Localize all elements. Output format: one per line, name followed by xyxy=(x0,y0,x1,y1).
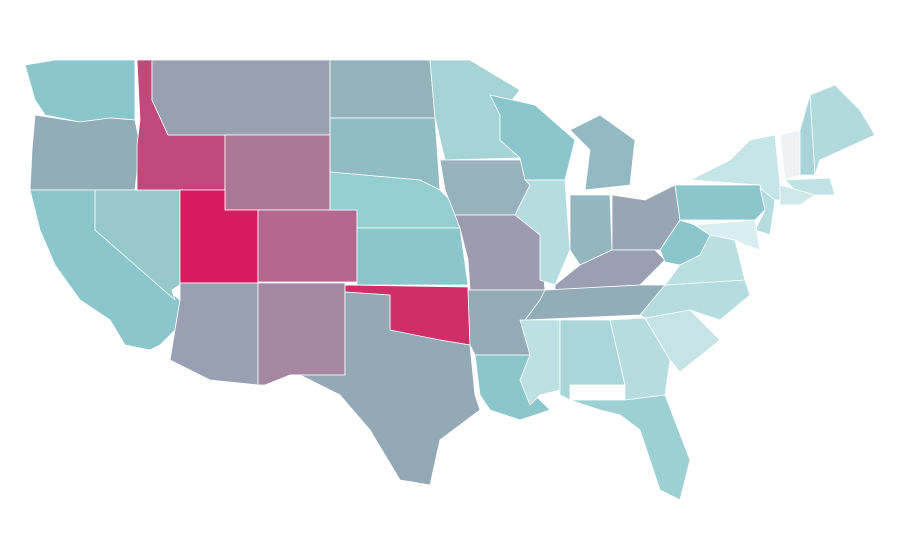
state-region xyxy=(694,219,761,251)
state-region xyxy=(329,59,436,119)
state-region xyxy=(779,184,816,206)
state-region xyxy=(569,114,636,191)
state-region xyxy=(169,282,259,386)
state-region xyxy=(659,219,711,266)
state-region xyxy=(569,394,691,501)
state-region xyxy=(554,249,666,291)
state-region xyxy=(257,209,358,283)
state-region xyxy=(257,282,346,386)
state-region xyxy=(809,84,876,176)
state-region xyxy=(514,179,571,286)
state-region xyxy=(754,187,776,236)
state-region xyxy=(151,59,331,136)
state-region xyxy=(24,59,136,123)
state-region xyxy=(289,291,481,486)
state-region xyxy=(356,227,469,286)
state-region xyxy=(674,184,766,221)
state-region xyxy=(224,134,331,211)
state-region xyxy=(439,159,531,216)
state-region xyxy=(779,129,801,181)
state-region xyxy=(29,114,141,191)
